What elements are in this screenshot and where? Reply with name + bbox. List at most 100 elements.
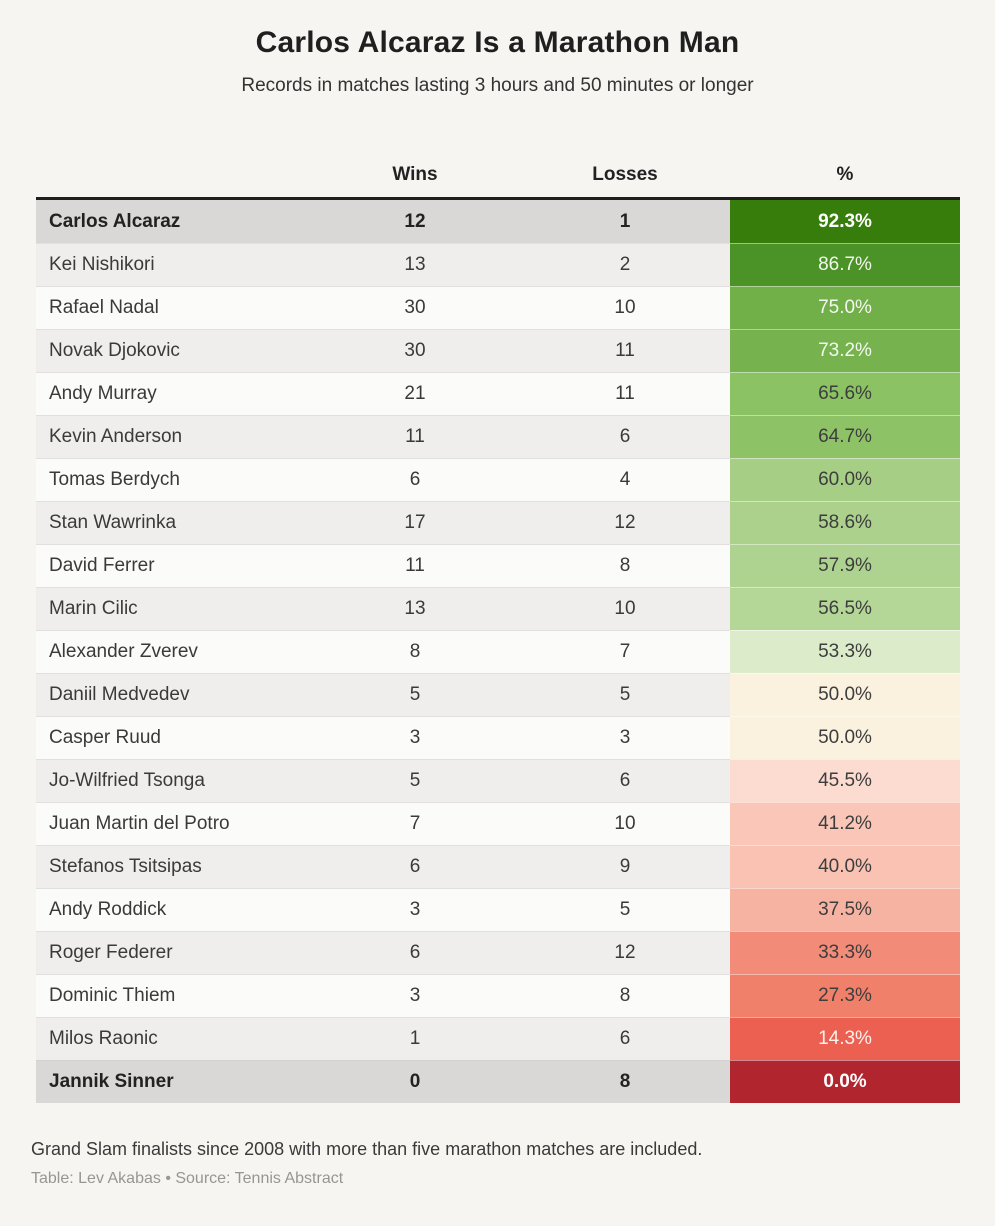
pct-value: 40.0% xyxy=(730,845,960,888)
player-name: Juan Martin del Potro xyxy=(36,802,310,845)
player-name: Kei Nishikori xyxy=(36,243,310,286)
losses-value: 4 xyxy=(520,458,730,501)
player-name: Daniil Medvedev xyxy=(36,673,310,716)
pct-value: 0.0% xyxy=(730,1060,960,1103)
pct-value: 27.3% xyxy=(730,974,960,1017)
wins-value: 3 xyxy=(310,974,520,1017)
wins-value: 7 xyxy=(310,802,520,845)
losses-value: 1 xyxy=(520,200,730,243)
table-row: Casper Ruud 3 3 50.0% xyxy=(36,716,960,759)
table-row: David Ferrer 11 8 57.9% xyxy=(36,544,960,587)
wins-value: 6 xyxy=(310,845,520,888)
wins-value: 5 xyxy=(310,673,520,716)
records-table: Wins Losses % Carlos Alcaraz 12 1 92.3% … xyxy=(36,151,960,1103)
wins-value: 30 xyxy=(310,329,520,372)
pct-value: 58.6% xyxy=(730,501,960,544)
player-name: Milos Raonic xyxy=(36,1017,310,1060)
player-name: Jo-Wilfried Tsonga xyxy=(36,759,310,802)
table-row: Novak Djokovic 30 11 73.2% xyxy=(36,329,960,372)
pct-value: 86.7% xyxy=(730,243,960,286)
wins-value: 21 xyxy=(310,372,520,415)
table-row: Dominic Thiem 3 8 27.3% xyxy=(36,974,960,1017)
wins-value: 5 xyxy=(310,759,520,802)
losses-value: 6 xyxy=(520,759,730,802)
losses-value: 10 xyxy=(520,286,730,329)
losses-value: 6 xyxy=(520,415,730,458)
losses-value: 9 xyxy=(520,845,730,888)
player-name: Stan Wawrinka xyxy=(36,501,310,544)
losses-value: 10 xyxy=(520,802,730,845)
player-name: Carlos Alcaraz xyxy=(36,200,310,243)
player-name: Andy Murray xyxy=(36,372,310,415)
losses-value: 3 xyxy=(520,716,730,759)
table-row: Kevin Anderson 11 6 64.7% xyxy=(36,415,960,458)
table-row: Alexander Zverev 8 7 53.3% xyxy=(36,630,960,673)
wins-value: 11 xyxy=(310,415,520,458)
pct-value: 37.5% xyxy=(730,888,960,931)
table-row: Carlos Alcaraz 12 1 92.3% xyxy=(36,200,960,243)
pct-value: 56.5% xyxy=(730,587,960,630)
player-name: Rafael Nadal xyxy=(36,286,310,329)
player-name: Marin Cilic xyxy=(36,587,310,630)
column-header-wins: Wins xyxy=(392,164,438,185)
losses-value: 8 xyxy=(520,974,730,1017)
pct-value: 50.0% xyxy=(730,716,960,759)
table-row: Stefanos Tsitsipas 6 9 40.0% xyxy=(36,845,960,888)
player-name: Stefanos Tsitsipas xyxy=(36,845,310,888)
wins-value: 3 xyxy=(310,716,520,759)
losses-value: 11 xyxy=(520,329,730,372)
pct-value: 53.3% xyxy=(730,630,960,673)
table-row: Jannik Sinner 0 8 0.0% xyxy=(36,1060,960,1103)
losses-value: 7 xyxy=(520,630,730,673)
losses-value: 6 xyxy=(520,1017,730,1060)
wins-value: 0 xyxy=(310,1060,520,1103)
losses-value: 12 xyxy=(520,931,730,974)
losses-value: 2 xyxy=(520,243,730,286)
losses-value: 12 xyxy=(520,501,730,544)
source-credit: Table: Lev Akabas • Source: Tennis Abstr… xyxy=(31,1170,344,1187)
wins-value: 3 xyxy=(310,888,520,931)
losses-value: 8 xyxy=(520,544,730,587)
table-header-row: Wins Losses % xyxy=(36,151,960,197)
table-body: Carlos Alcaraz 12 1 92.3% Kei Nishikori … xyxy=(36,197,960,1103)
column-header-losses: Losses xyxy=(592,164,658,185)
table-row: Andy Roddick 3 5 37.5% xyxy=(36,888,960,931)
pct-value: 57.9% xyxy=(730,544,960,587)
page-subtitle: Records in matches lasting 3 hours and 5… xyxy=(241,75,754,96)
pct-value: 75.0% xyxy=(730,286,960,329)
player-name: Kevin Anderson xyxy=(36,415,310,458)
player-name: Andy Roddick xyxy=(36,888,310,931)
column-header-player xyxy=(36,186,310,197)
table-row: Jo-Wilfried Tsonga 5 6 45.5% xyxy=(36,759,960,802)
player-name: David Ferrer xyxy=(36,544,310,587)
player-name: Casper Ruud xyxy=(36,716,310,759)
column-header-pct: % xyxy=(836,164,854,185)
pct-value: 33.3% xyxy=(730,931,960,974)
pct-value: 14.3% xyxy=(730,1017,960,1060)
player-name: Novak Djokovic xyxy=(36,329,310,372)
player-name: Alexander Zverev xyxy=(36,630,310,673)
wins-value: 6 xyxy=(310,931,520,974)
wins-value: 6 xyxy=(310,458,520,501)
losses-value: 5 xyxy=(520,888,730,931)
table-row: Tomas Berdych 6 4 60.0% xyxy=(36,458,960,501)
wins-value: 12 xyxy=(310,200,520,243)
wins-value: 17 xyxy=(310,501,520,544)
table-row: Stan Wawrinka 17 12 58.6% xyxy=(36,501,960,544)
pct-value: 45.5% xyxy=(730,759,960,802)
losses-value: 5 xyxy=(520,673,730,716)
table-row: Daniil Medvedev 5 5 50.0% xyxy=(36,673,960,716)
pct-value: 64.7% xyxy=(730,415,960,458)
wins-value: 8 xyxy=(310,630,520,673)
pct-value: 41.2% xyxy=(730,802,960,845)
player-name: Jannik Sinner xyxy=(36,1060,310,1103)
wins-value: 30 xyxy=(310,286,520,329)
table-row: Kei Nishikori 13 2 86.7% xyxy=(36,243,960,286)
pct-value: 92.3% xyxy=(730,200,960,243)
footnote: Grand Slam finalists since 2008 with mor… xyxy=(31,1139,703,1159)
pct-value: 73.2% xyxy=(730,329,960,372)
losses-value: 8 xyxy=(520,1060,730,1103)
table-row: Rafael Nadal 30 10 75.0% xyxy=(36,286,960,329)
losses-value: 11 xyxy=(520,372,730,415)
wins-value: 13 xyxy=(310,243,520,286)
